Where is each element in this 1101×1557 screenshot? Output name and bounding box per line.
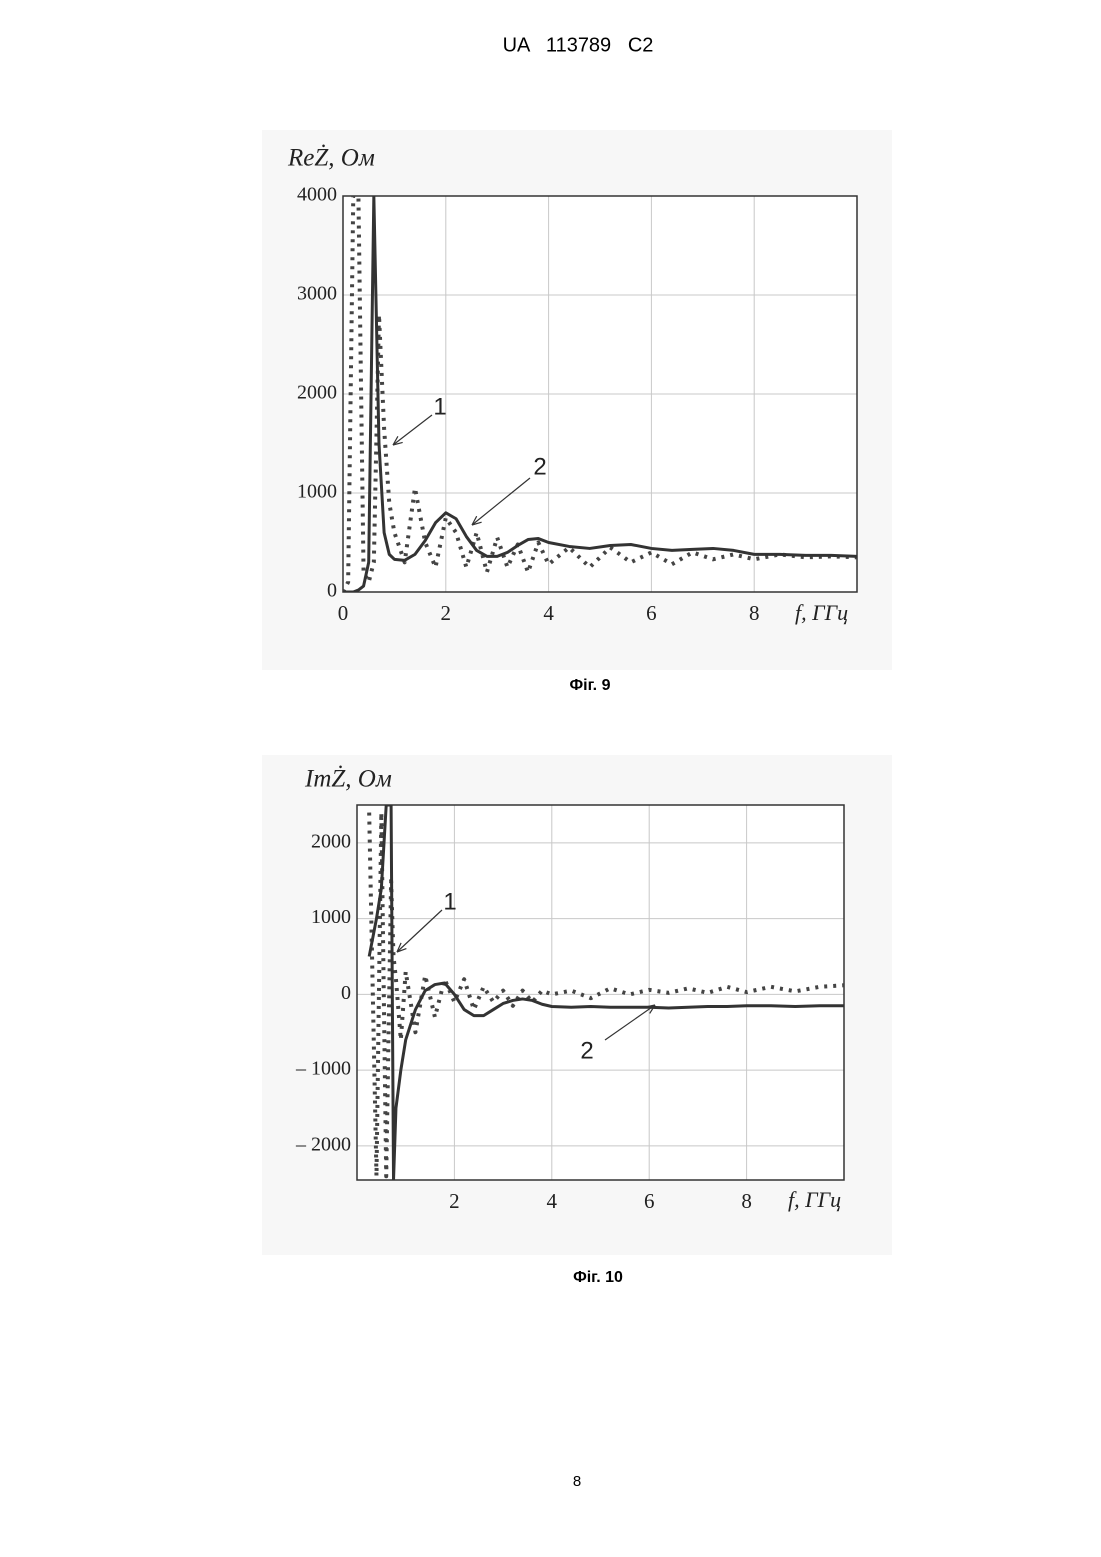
x-tick-label: 6 xyxy=(646,601,657,625)
y-tick-label: 4000 xyxy=(297,184,337,206)
x-tick-label: 6 xyxy=(644,1189,655,1213)
document: UA 113789 C2 8 0 2 4 6 8 0 1000 2000 3000 4000 ReŻ… xyxy=(0,0,1101,1557)
y-tick-label: – 2000 xyxy=(295,1134,351,1156)
x-axis-label: f, ГГц xyxy=(795,600,848,625)
x-tick-label: 8 xyxy=(749,601,760,625)
y-tick-label: 3000 xyxy=(297,283,337,305)
x-tick-label: 0 xyxy=(338,601,349,625)
y-tick-label: – 1000 xyxy=(295,1058,351,1080)
x-tick-label: 4 xyxy=(543,601,554,625)
figure-caption: Фіг. 10 xyxy=(573,1269,623,1286)
x-axis-label: f, ГГц xyxy=(788,1187,841,1212)
x-tick-label: 2 xyxy=(449,1189,460,1213)
x-tick-label: 4 xyxy=(547,1189,558,1213)
y-tick-label: 0 xyxy=(327,580,337,602)
plot-area xyxy=(357,805,844,1180)
annotation-label: 2 xyxy=(533,453,546,480)
annotation-label: 1 xyxy=(433,393,446,420)
page: UA 113789 C2 8 0 2 4 6 8 0 1000 2000 3000 4000 ReŻ… xyxy=(0,0,1101,1557)
y-tick-label: 0 xyxy=(341,982,351,1004)
figure-caption: Фіг. 9 xyxy=(570,677,611,694)
header: UA 113789 C2 xyxy=(503,34,654,56)
y-tick-label: 2000 xyxy=(311,830,351,852)
y-axis-label: ReŻ, Ом xyxy=(287,145,375,172)
y-tick-label: 1000 xyxy=(297,481,337,503)
annotation-label: 2 xyxy=(580,1037,593,1064)
x-tick-label: 8 xyxy=(741,1189,752,1213)
y-tick-label: 1000 xyxy=(311,906,351,928)
y-tick-label: 2000 xyxy=(297,382,337,404)
x-tick-label: 2 xyxy=(441,601,452,625)
annotation-label: 1 xyxy=(443,888,456,915)
page-number: 8 xyxy=(573,1473,581,1490)
y-axis-label: ImŻ, Ом xyxy=(304,766,392,793)
